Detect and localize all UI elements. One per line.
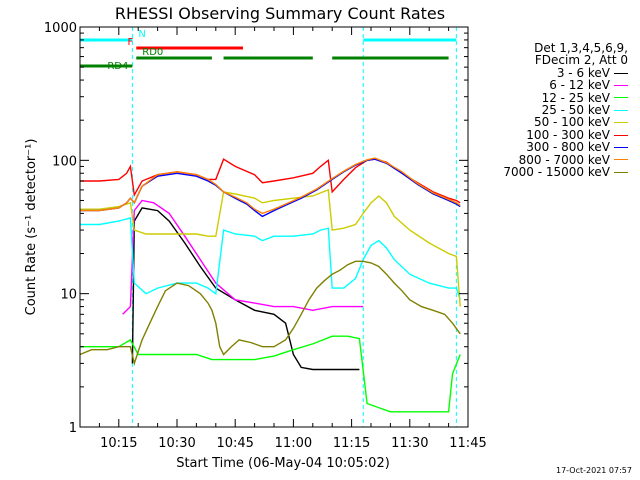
legend-entry-label: 100 - 300 keV bbox=[526, 127, 610, 142]
legend-entry-label: 3 - 6 keV bbox=[556, 65, 610, 80]
plot-frame bbox=[79, 26, 469, 428]
legend-entry-5: 100 - 300 keV bbox=[478, 127, 628, 142]
legend-swatch bbox=[614, 171, 628, 173]
legend-entry-1: 6 - 12 keV bbox=[478, 78, 628, 93]
series-line-0 bbox=[131, 207, 360, 371]
flag-label-n: N bbox=[138, 29, 145, 40]
legend-entry-6: 300 - 800 keV bbox=[478, 140, 628, 155]
legend-entry-7: 800 - 7000 keV bbox=[478, 152, 628, 167]
y-tick-label-2: 100 bbox=[52, 154, 77, 169]
x-tick-label-3: 11:00 bbox=[275, 436, 312, 451]
legend: Det 1,3,4,5,6,9, FDecim 2, Att 0 3 - 6 k… bbox=[478, 42, 628, 178]
y-tick-label-0: 1 bbox=[69, 421, 77, 436]
flag-label-rd0: RD0 bbox=[142, 47, 163, 58]
legend-header-line-2: FDecim 2, Att 0 bbox=[534, 53, 628, 68]
y-tick-label-3: 1000 bbox=[44, 21, 77, 36]
legend-entry-label: 300 - 800 keV bbox=[526, 140, 610, 155]
series-line-3 bbox=[80, 216, 461, 301]
legend-entry-3: 25 - 50 keV bbox=[478, 104, 628, 116]
timestamp: 17-Oct-2021 07:57 bbox=[556, 466, 632, 475]
x-axis-label: Start Time (06-May-04 10:05:02) bbox=[176, 456, 390, 471]
x-tick-label-2: 10:45 bbox=[216, 436, 253, 451]
legend-entry-2: 12 - 25 keV bbox=[478, 90, 628, 105]
y-axis-label: Count Rate (s⁻¹ detector⁻¹) bbox=[24, 139, 39, 316]
legend-entry-label: 800 - 7000 keV bbox=[518, 152, 610, 167]
legend-entry-label: 12 - 25 keV bbox=[541, 90, 610, 105]
series-line-1 bbox=[122, 199, 364, 315]
series-line-8 bbox=[79, 260, 461, 366]
chart-title: RHESSI Observing Summary Count Rates bbox=[115, 4, 445, 23]
legend-swatch bbox=[614, 109, 628, 111]
legend-entry-label: 50 - 100 keV bbox=[533, 115, 610, 130]
flag-label-f: F bbox=[127, 37, 133, 48]
flag-label-rd4: RD4 bbox=[107, 61, 128, 72]
legend-swatch bbox=[614, 84, 628, 86]
y-tick-label-1: 10 bbox=[60, 288, 77, 303]
x-tick-label-0: 10:15 bbox=[100, 436, 137, 451]
x-tick-label-5: 11:30 bbox=[391, 436, 428, 451]
series-line-2 bbox=[80, 335, 461, 413]
x-tick-label-4: 11:15 bbox=[333, 436, 370, 451]
legend-entry-label: 7000 - 15000 keV bbox=[503, 165, 610, 180]
legend-entry-8: 7000 - 15000 keV bbox=[478, 166, 628, 178]
legend-swatch bbox=[614, 134, 628, 136]
legend-swatch bbox=[614, 146, 628, 148]
legend-entry-label: 6 - 12 keV bbox=[549, 78, 610, 93]
legend-entry-4: 50 - 100 keV bbox=[478, 115, 628, 130]
legend-swatch bbox=[614, 159, 628, 161]
legend-swatch bbox=[614, 97, 628, 99]
legend-swatch bbox=[614, 122, 628, 124]
legend-header-line-1: Det 1,3,4,5,6,9, bbox=[534, 41, 628, 55]
legend-entry-label: 25 - 50 keV bbox=[541, 103, 610, 118]
series-line-7 bbox=[80, 157, 461, 215]
series-line-4 bbox=[80, 188, 461, 307]
x-tick-label-6: 11:45 bbox=[449, 436, 486, 451]
legend-swatch bbox=[614, 72, 628, 74]
legend-entry-0: 3 - 6 keV bbox=[478, 65, 628, 80]
x-tick-label-1: 10:30 bbox=[158, 436, 195, 451]
